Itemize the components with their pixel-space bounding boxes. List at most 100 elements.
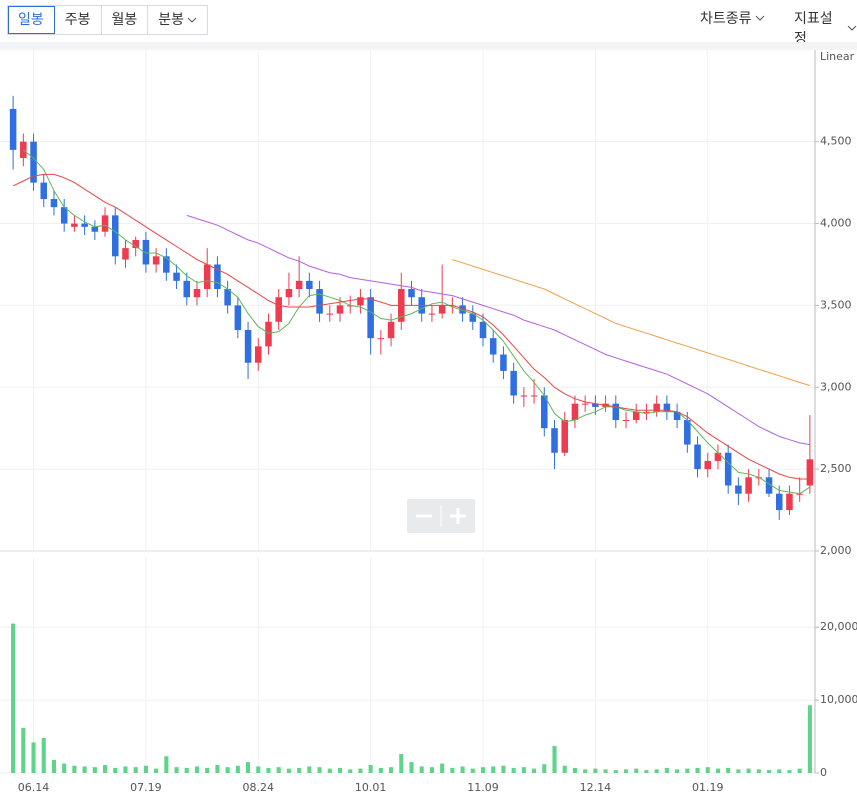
candle-body [551,428,558,453]
volume-bar [113,767,118,773]
period-label: 분봉 [158,12,185,28]
volume-bar [337,767,343,773]
volume-bar [613,770,618,773]
volume-bar [572,767,577,773]
volume-bar [501,765,506,773]
candle-body [581,403,589,405]
candle-body [387,321,395,339]
candle-body [775,493,783,511]
volume-bar [235,765,240,773]
candle-body [459,305,466,314]
candle-body [9,108,17,150]
candle-body [40,182,48,199]
volume-bar [644,770,649,773]
candle-body [745,477,752,494]
x-tick-label: 07.19 [130,781,162,794]
x-tick-label: 06.14 [18,781,50,794]
volume-bar [51,759,57,773]
candle-body [50,198,58,208]
candle-body [163,256,170,273]
candle-body [469,313,477,322]
candle-body [295,280,303,290]
volume-bar [460,766,465,773]
volume-bar [143,765,148,773]
volume-bar [62,763,67,773]
period-button[interactable]: 일봉 [8,6,55,34]
volume-bar [215,764,220,773]
moving-average-line [12,173,810,480]
candle-body [91,226,99,232]
candle-body [632,411,640,421]
candle-body [101,215,109,232]
candle-body [81,223,88,227]
candle-body [203,264,211,290]
volume-bar [440,763,445,773]
volume-bar [41,738,46,773]
period-button[interactable]: 주봉 [54,6,102,34]
candle-body [224,289,231,306]
candle-body [643,411,650,413]
candle-body [275,297,282,322]
x-tick-label: 10.01 [355,781,387,794]
candle-body [438,305,446,314]
y-tick-label: 20,000,000 [820,620,857,633]
candle-body [500,354,507,371]
candle-body [316,289,323,314]
candle-body [132,239,139,249]
candle-body [735,485,742,494]
separator [0,42,857,50]
candle-body [428,313,436,315]
volume-bar [194,766,200,773]
volume-bar [736,769,741,773]
candle-body [377,338,385,340]
candle-body [489,338,497,355]
chevron [187,17,197,23]
moving-average-line [452,259,811,387]
chevron [755,15,764,21]
volume-bar [256,766,261,773]
candle-body [193,289,201,298]
volume-bar [807,705,812,773]
chart-type-menu[interactable]: 차트종류 [700,8,765,28]
volume-bar [705,767,710,773]
period-button[interactable]: 월봉 [101,6,149,34]
y-tick-label: 10,000,000 [820,693,857,706]
candle-body [71,223,78,227]
candle-body [122,248,129,260]
candle-body [561,420,568,453]
candle-body [714,452,722,461]
volume-bar [133,767,138,773]
candle-body [326,313,334,315]
volume-bar [399,754,404,773]
candle-body [367,297,374,339]
volume-bar [348,769,353,773]
scale-label: Linear [820,50,855,63]
volume-bar [31,742,36,773]
volume-bar [286,768,291,773]
volume-bar [766,770,772,773]
candle-body [244,329,252,363]
volume-bar [164,756,169,773]
y-tick-label: 3,500 [820,298,852,311]
volume-bar [82,766,87,773]
candle-body [479,321,487,339]
volume-bar [695,767,700,773]
candle-body [183,280,191,298]
volume-bar [419,766,424,773]
volume-bar [726,767,731,773]
period-button[interactable]: 분봉 [148,6,208,34]
volume-bar [746,768,751,773]
volume-bar [797,768,802,773]
moving-average-line [22,149,811,495]
candle-body [592,403,599,407]
volume-bar [429,767,434,773]
volume-bar [123,766,128,773]
volume-bar [562,765,567,773]
candle-body [786,493,793,511]
volume-bar [378,767,383,773]
candle-body [571,403,579,421]
candle-body [694,444,701,470]
volume-bar [184,767,189,773]
volume-bar [174,767,179,773]
volume-bar [623,769,629,773]
